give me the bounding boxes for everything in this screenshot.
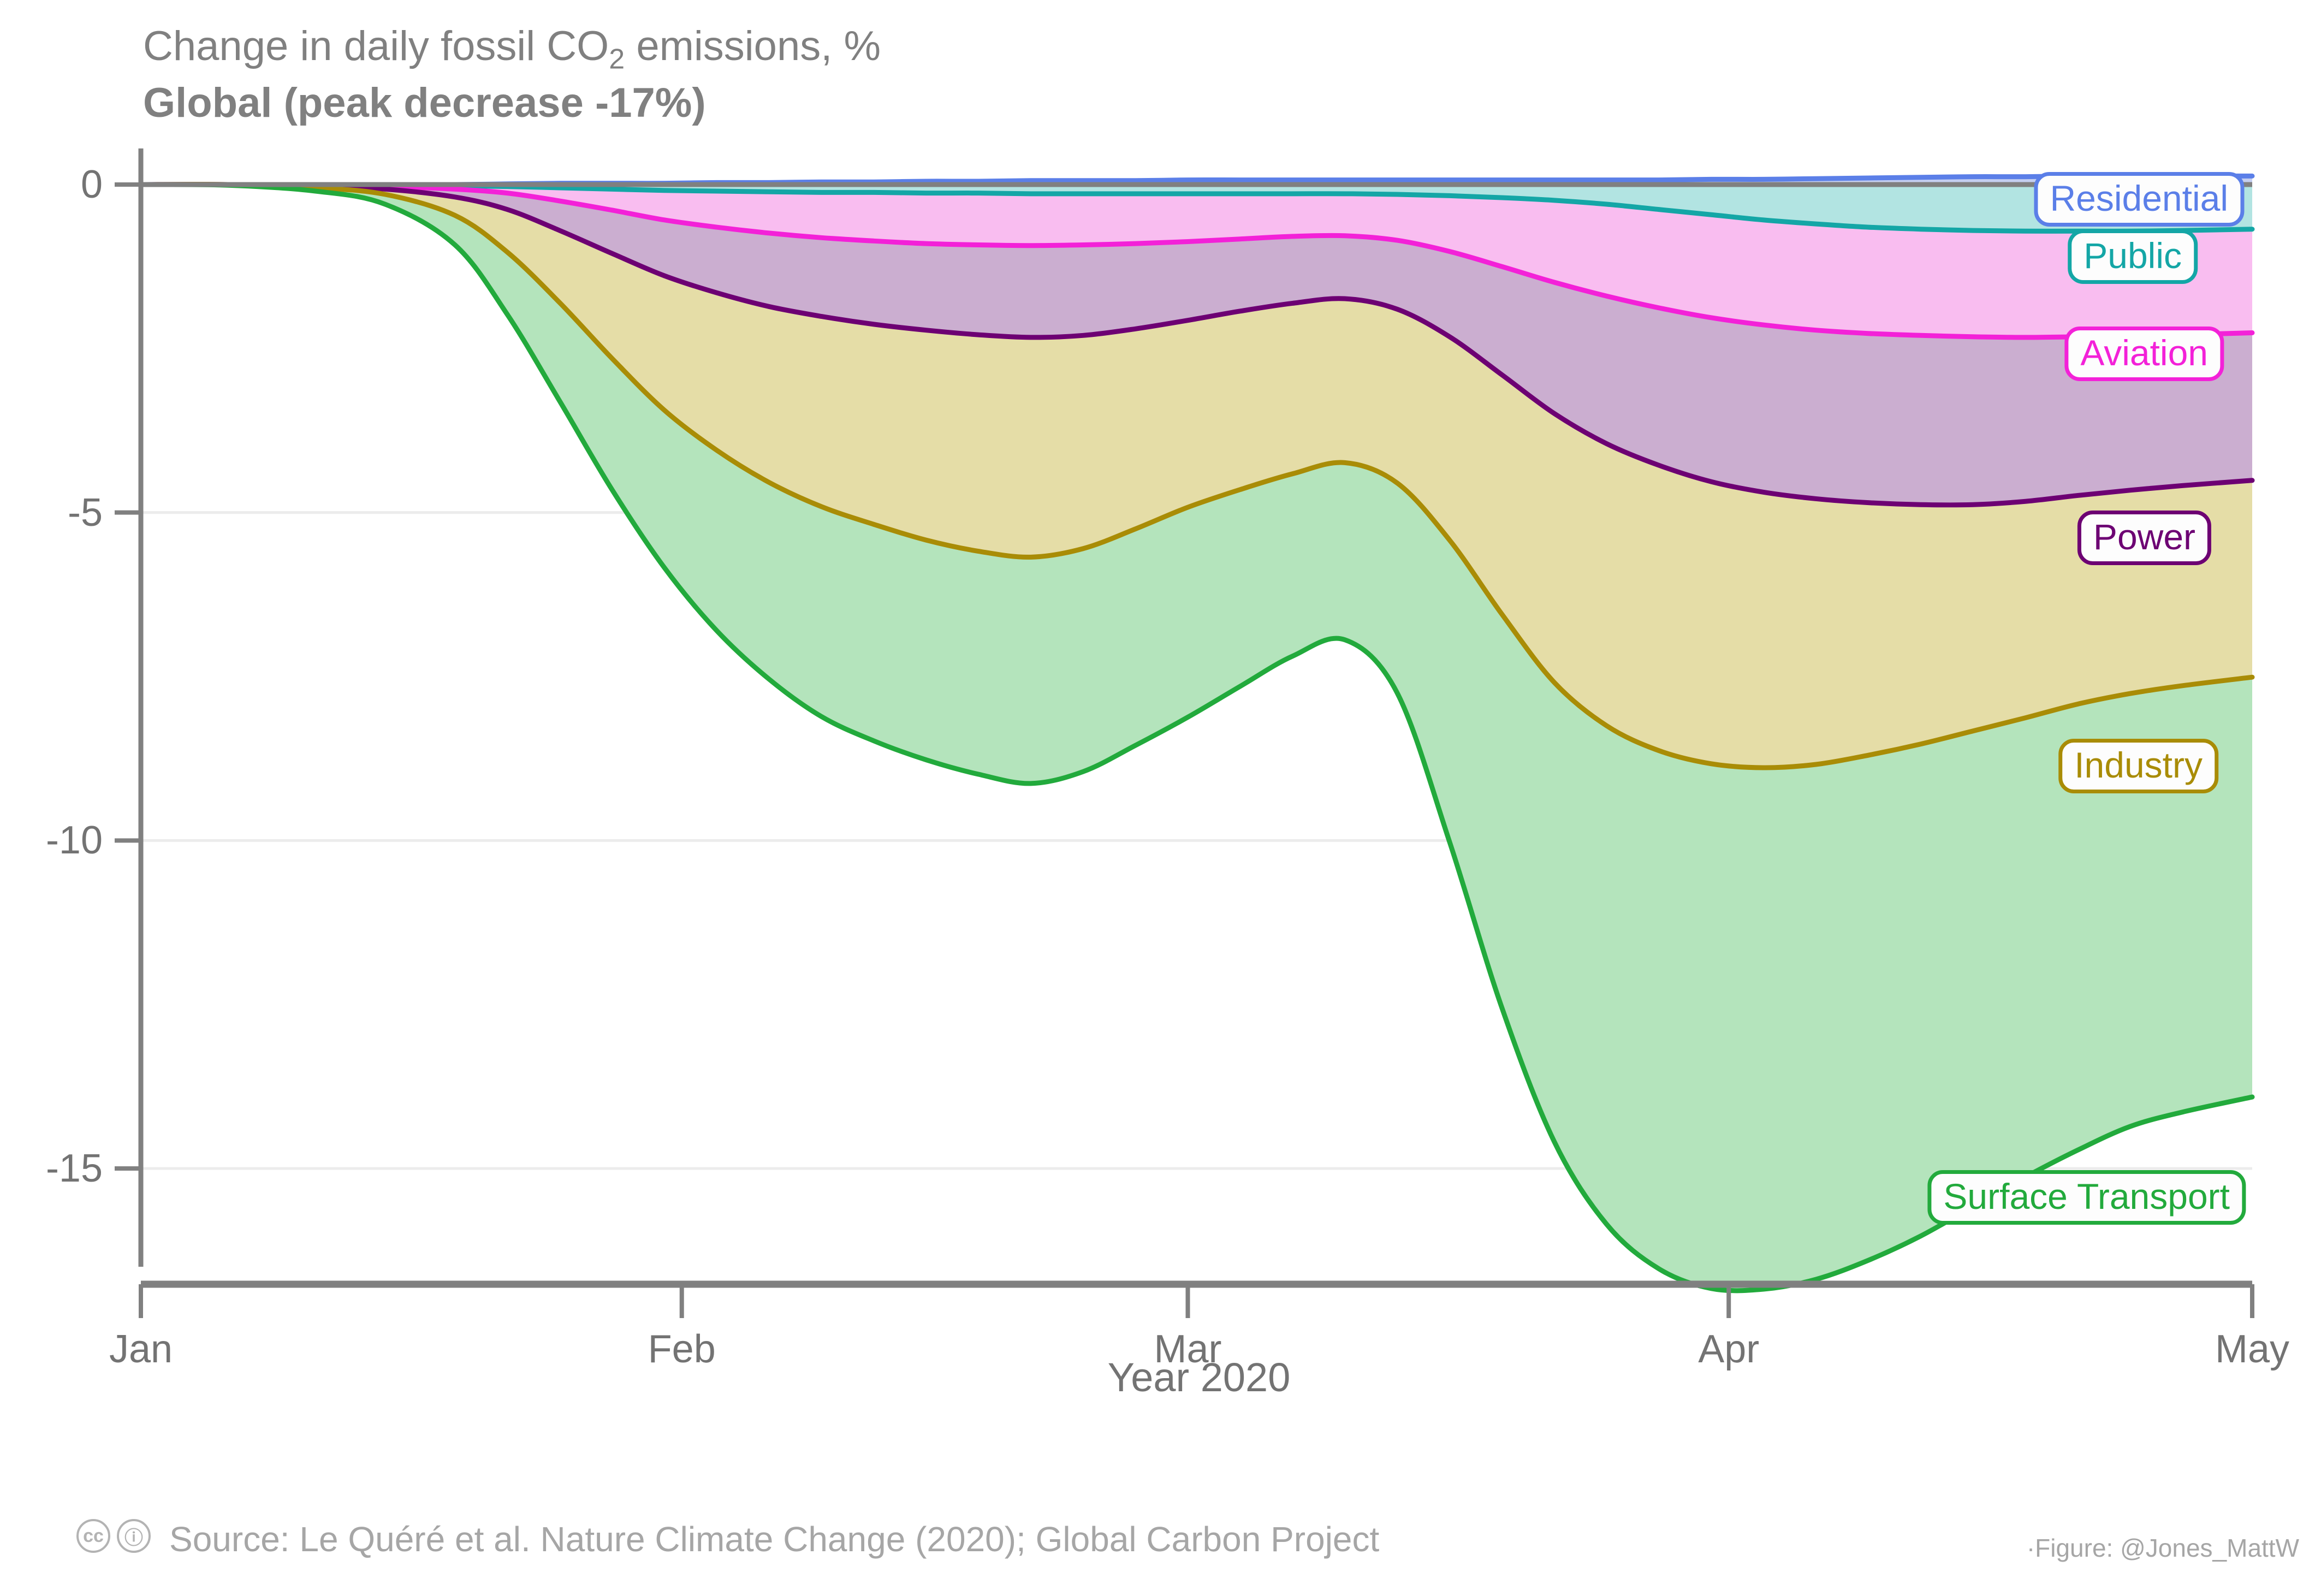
figure-credit: ·Figure: @Jones_MattW bbox=[2026, 1534, 2299, 1562]
x-tick-label: Jan bbox=[109, 1327, 173, 1371]
y-tick-label: 0 bbox=[80, 163, 103, 206]
series-label-public[interactable]: Public bbox=[2068, 229, 2198, 284]
area-public bbox=[141, 184, 2252, 232]
line-aviation bbox=[138, 182, 2255, 340]
chart-title-prefix: Change in daily fossil CO bbox=[143, 23, 609, 69]
series-label-residential[interactable]: Residential bbox=[2034, 172, 2244, 227]
source-text: Source: Le Quéré et al. Nature Climate C… bbox=[169, 1520, 1380, 1559]
area-aviation bbox=[141, 184, 2252, 337]
axis-ticks bbox=[115, 182, 2254, 1318]
series-label-aviation[interactable]: Aviation bbox=[2064, 327, 2224, 381]
cc-by-icon: ⓘ bbox=[117, 1519, 151, 1553]
title-block: Change in daily fossil CO2 emissions, % … bbox=[143, 23, 881, 126]
x-tick-label: Feb bbox=[648, 1327, 716, 1371]
x-axis-title: Year 2020 bbox=[1107, 1355, 1291, 1400]
y-tick-label: -15 bbox=[45, 1147, 103, 1190]
y-tick-label: -10 bbox=[45, 818, 103, 863]
series-label-industry[interactable]: Industry bbox=[2058, 739, 2218, 793]
line-industry bbox=[138, 182, 2255, 770]
creative-commons-icons: cc ⓘ bbox=[76, 1519, 151, 1553]
page-title: Change in daily fossil CO2 emissions, % bbox=[143, 23, 881, 75]
x-tick-label: May bbox=[2215, 1327, 2290, 1371]
chart-title-suffix: emissions, % bbox=[625, 23, 881, 69]
area-surface-transport bbox=[141, 184, 2252, 1291]
series-label-surface-transport[interactable]: Surface Transport bbox=[1927, 1170, 2246, 1225]
y-tick-label: -5 bbox=[67, 490, 103, 535]
line-public bbox=[138, 182, 2255, 234]
line-series-group bbox=[138, 173, 2255, 1294]
cc-icon: cc bbox=[76, 1519, 110, 1553]
footer: cc ⓘ Source: Le Quéré et al. Nature Clim… bbox=[0, 1507, 2321, 1594]
line-power bbox=[138, 182, 2255, 508]
axis-lines bbox=[138, 148, 2252, 1288]
x-tick-label: Mar bbox=[1154, 1327, 1222, 1371]
chart-subtitle: Global (peak decrease -17%) bbox=[143, 79, 706, 126]
area-power bbox=[141, 184, 2252, 505]
series-label-power[interactable]: Power bbox=[2077, 511, 2211, 565]
area-series-group bbox=[141, 176, 2252, 1291]
area-industry bbox=[141, 184, 2252, 768]
line-surface-transport bbox=[138, 182, 2255, 1294]
chart-title-subscript: 2 bbox=[609, 43, 625, 75]
x-tick-label: Apr bbox=[1698, 1327, 1760, 1371]
